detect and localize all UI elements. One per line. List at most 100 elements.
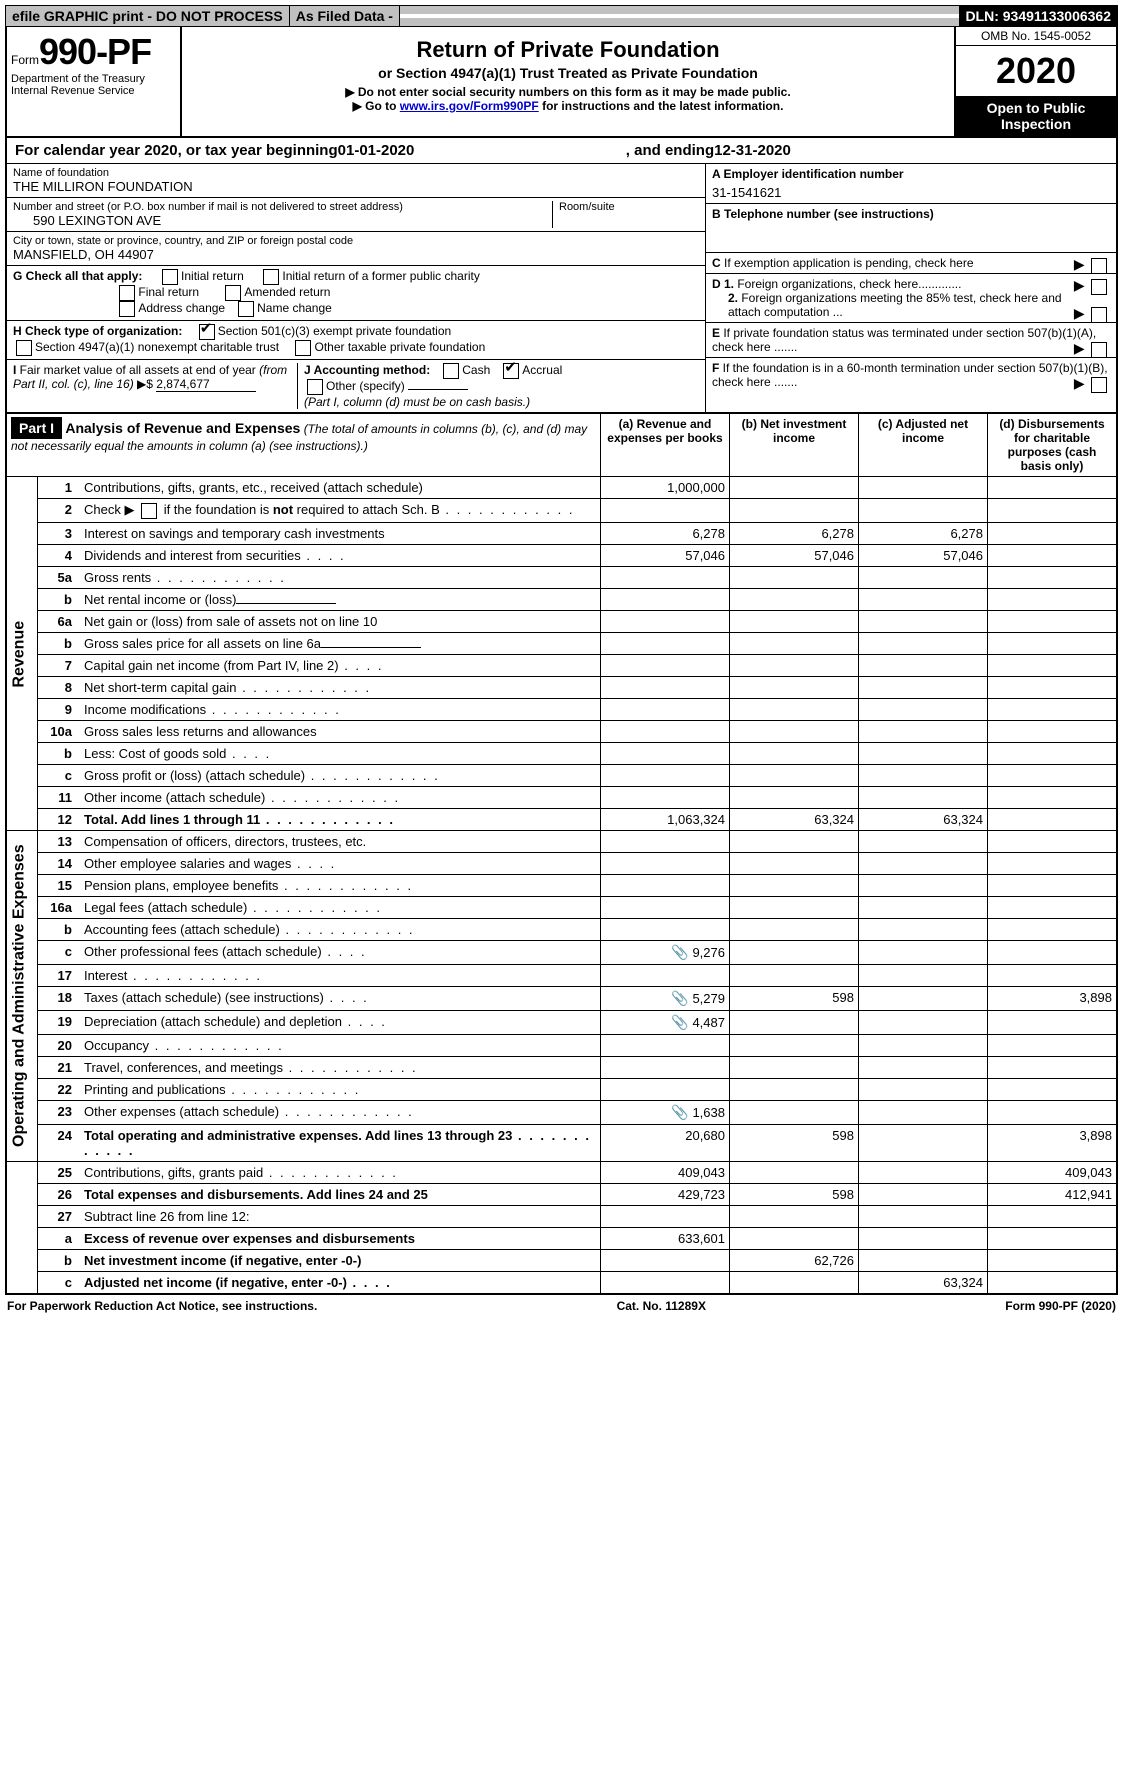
col-a-3: 6,278 <box>601 522 730 544</box>
check-c[interactable] <box>1091 258 1107 274</box>
form-prefix: Form <box>11 53 39 67</box>
col-a-a: 633,601 <box>601 1227 730 1249</box>
row-9: 9 Income modifications <box>6 698 1117 720</box>
lbl-cash: Cash <box>462 363 490 377</box>
col-d-c <box>988 940 1118 964</box>
check-cash[interactable] <box>443 363 459 379</box>
line-desc-9: Income modifications <box>80 698 601 720</box>
col-b-19 <box>730 1010 859 1034</box>
line-desc-20: Occupancy <box>80 1034 601 1056</box>
line-desc-a: Excess of revenue over expenses and disb… <box>80 1227 601 1249</box>
check-addr-change[interactable] <box>119 301 135 317</box>
col-b-16a <box>730 896 859 918</box>
h-checks: H Check type of organization: Section 50… <box>7 321 705 360</box>
address-cell: Number and street (or P.O. box number if… <box>7 198 705 232</box>
col-a-b <box>601 918 730 940</box>
line-num-5a: 5a <box>38 566 81 588</box>
check-other-method[interactable] <box>307 379 323 395</box>
col-b-25 <box>730 1161 859 1183</box>
header-right: OMB No. 1545-0052 2020 Open to Public In… <box>954 27 1116 136</box>
col-d-2 <box>988 499 1118 523</box>
col-a-b <box>601 742 730 764</box>
check-4947[interactable] <box>16 340 32 356</box>
row-26: 26 Total expenses and disbursements. Add… <box>6 1183 1117 1205</box>
phone-label: B Telephone number (see instructions) <box>712 207 1110 221</box>
check-final[interactable] <box>119 285 135 301</box>
check-d1[interactable] <box>1091 279 1107 295</box>
check-other-tax[interactable] <box>295 340 311 356</box>
col-a-c <box>601 1271 730 1294</box>
footer-left: For Paperwork Reduction Act Notice, see … <box>7 1299 317 1313</box>
g-checks: G Check all that apply: Initial return I… <box>7 266 705 321</box>
attach-icon[interactable]: 📎 <box>671 944 688 961</box>
row-3: 3 Interest on savings and temporary cash… <box>6 522 1117 544</box>
col-c-23 <box>859 1100 988 1124</box>
line-num-9: 9 <box>38 698 81 720</box>
col-c-a <box>859 1227 988 1249</box>
check-e[interactable] <box>1091 342 1107 358</box>
attach-icon[interactable]: 📎 <box>671 1014 688 1031</box>
col-a-header: (a) Revenue and expenses per books <box>601 413 730 477</box>
col-b-5a <box>730 566 859 588</box>
line-desc-18: Taxes (attach schedule) (see instruction… <box>80 986 601 1010</box>
lbl-initial: Initial return <box>181 269 244 283</box>
check-f[interactable] <box>1091 377 1107 393</box>
note-2: ▶ Go to www.irs.gov/Form990PF for instru… <box>190 99 946 113</box>
col-c-3: 6,278 <box>859 522 988 544</box>
col-d-19 <box>988 1010 1118 1034</box>
col-d-c <box>988 1271 1118 1294</box>
col-b-26: 598 <box>730 1183 859 1205</box>
line-num-c: c <box>38 940 81 964</box>
room-label: Room/suite <box>559 201 699 213</box>
lbl-amended: Amended return <box>244 285 330 299</box>
ein-label: A Employer identification number <box>712 167 1110 181</box>
line-desc-27: Subtract line 26 from line 12: <box>80 1205 601 1227</box>
line-desc-8: Net short-term capital gain <box>80 676 601 698</box>
col-b-14 <box>730 852 859 874</box>
line-desc-26: Total expenses and disbursements. Add li… <box>80 1183 601 1205</box>
col-d-6a <box>988 610 1118 632</box>
col-d-b <box>988 588 1118 610</box>
page-footer: For Paperwork Reduction Act Notice, see … <box>5 1295 1118 1317</box>
check-amended[interactable] <box>225 285 241 301</box>
line-num-21: 21 <box>38 1056 81 1078</box>
line-num-1: 1 <box>38 477 81 499</box>
col-a-4: 57,046 <box>601 544 730 566</box>
check-d2[interactable] <box>1091 307 1107 323</box>
irs-link[interactable]: www.irs.gov/Form990PF <box>400 99 539 113</box>
form-title: Return of Private Foundation <box>190 37 946 63</box>
col-a-16a <box>601 896 730 918</box>
dln: DLN: 93491133006362 <box>959 6 1117 26</box>
col-d-15 <box>988 874 1118 896</box>
col-c-10a <box>859 720 988 742</box>
line-desc-12: Total. Add lines 1 through 11 <box>80 808 601 830</box>
row-b: b Net rental income or (loss) <box>6 588 1117 610</box>
expenses-side-label: Operating and Administrative Expenses <box>6 830 38 1161</box>
check-name-change[interactable] <box>238 301 254 317</box>
line-desc-24: Total operating and administrative expen… <box>80 1124 601 1161</box>
attach-icon[interactable]: 📎 <box>671 990 688 1007</box>
check-accrual[interactable] <box>503 363 519 379</box>
check-initial[interactable] <box>162 269 178 285</box>
check-schb[interactable] <box>141 503 157 519</box>
line-desc-17: Interest <box>80 964 601 986</box>
col-b-8 <box>730 676 859 698</box>
col-b-24: 598 <box>730 1124 859 1161</box>
lbl-other-method: Other (specify) <box>326 379 405 393</box>
i-j-row: I Fair market value of all assets at end… <box>7 360 705 412</box>
col-d-b <box>988 742 1118 764</box>
col-d-18: 3,898 <box>988 986 1118 1010</box>
col-b-b <box>730 588 859 610</box>
check-initial-former[interactable] <box>263 269 279 285</box>
col-b-21 <box>730 1056 859 1078</box>
row-21: 21 Travel, conferences, and meetings <box>6 1056 1117 1078</box>
line-num-22: 22 <box>38 1078 81 1100</box>
col-d-27 <box>988 1205 1118 1227</box>
check-501c3[interactable] <box>199 324 215 340</box>
g-label: G Check all that apply: <box>13 269 142 283</box>
name-value: THE MILLIRON FOUNDATION <box>13 179 699 194</box>
attach-icon[interactable]: 📎 <box>671 1104 688 1121</box>
line-num-8: 8 <box>38 676 81 698</box>
row-19: 19 Depreciation (attach schedule) and de… <box>6 1010 1117 1034</box>
col-d-8 <box>988 676 1118 698</box>
